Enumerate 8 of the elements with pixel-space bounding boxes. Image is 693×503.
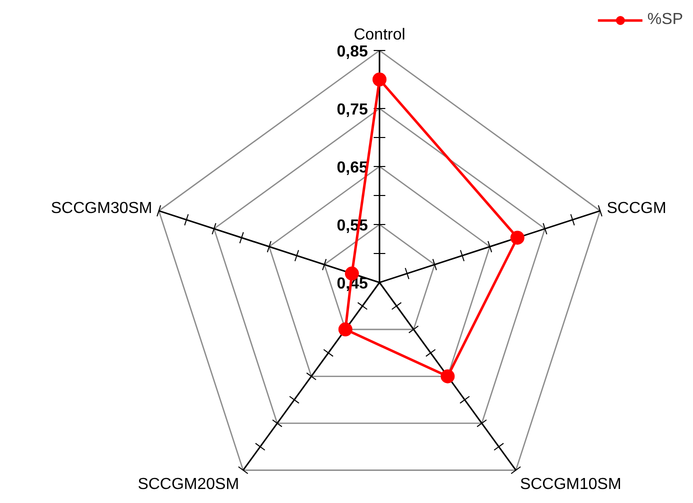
spoke-label: SCCGM [606,200,666,218]
spoke-label: SCCGM30SM [50,200,152,218]
y-tick-label: 0,75 [336,102,368,118]
spoke-label: Control [354,26,406,44]
legend-label: %SP [647,11,683,29]
spoke-label: SCCGM10SM [520,476,622,493]
spoke-label: SCCGM20SM [138,476,240,493]
y-tick-label: 0,85 [336,44,368,60]
